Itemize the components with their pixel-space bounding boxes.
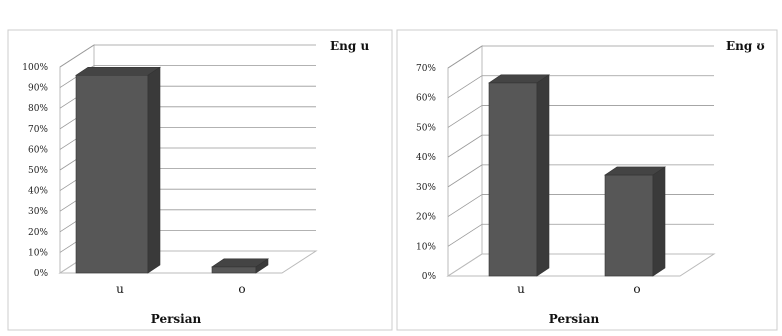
y-tick-label: 70% — [28, 125, 48, 135]
bar-side — [255, 258, 269, 274]
bar-side — [536, 74, 550, 277]
gridline-side — [447, 75, 483, 99]
y-tick-label: 90% — [28, 84, 48, 94]
bar-side — [147, 66, 161, 274]
y-tick-label: 0% — [422, 272, 437, 282]
gridline-side — [447, 134, 483, 158]
bar-front — [604, 174, 654, 277]
chart-1-frame — [7, 29, 393, 331]
x-axis-title: Persian — [151, 312, 202, 326]
y-tick-label: 10% — [28, 248, 48, 258]
x-axis-title: Persian — [549, 312, 600, 326]
bar-side — [652, 166, 666, 277]
side-wall — [447, 45, 483, 277]
legend-label: Eng ʊ — [726, 39, 765, 53]
y-tick-label: 70% — [416, 64, 436, 74]
y-tick-label: 20% — [28, 228, 48, 238]
y-tick-label: 60% — [28, 145, 48, 155]
y-tick-label: 50% — [416, 123, 436, 133]
gridline-side — [447, 45, 483, 69]
x-category-label: o — [238, 282, 245, 296]
y-tick-label: 50% — [28, 166, 48, 176]
y-tick-label: 0% — [34, 269, 49, 279]
floor — [446, 253, 716, 277]
y-tick-label: 20% — [416, 213, 436, 223]
x-category-label: o — [633, 282, 640, 296]
y-tick-label: 60% — [416, 94, 436, 104]
y-tick-label: 40% — [28, 187, 48, 197]
y-tick-label: 40% — [416, 153, 436, 163]
gridline-side — [59, 44, 95, 68]
chart-1: 0% 10% 20% 30% 40% 50% 60% 70% 80% 90% 100% u o Persi… — [22, 39, 369, 326]
bar-front — [75, 74, 149, 274]
x-category-label: u — [517, 282, 525, 296]
y-tick-label: 10% — [416, 242, 436, 252]
y-tick-label: 30% — [28, 207, 48, 217]
chart-2-frame — [396, 29, 778, 331]
x-category-label: u — [116, 282, 124, 296]
gridline-side — [447, 105, 483, 128]
y-tick-label: 100% — [22, 63, 48, 73]
bar-front — [211, 266, 257, 274]
gridline-side — [447, 164, 483, 188]
chart-2: 0% 10% 20% 30% 40% 50% 60% 70% u o Persian Eng ʊ — [416, 39, 765, 326]
bar-front — [488, 82, 538, 277]
gridline-side — [447, 223, 483, 247]
gridline-side — [447, 194, 483, 217]
y-tick-label: 30% — [416, 183, 436, 193]
legend-label: Eng u — [330, 39, 369, 53]
bar-top — [75, 66, 161, 76]
y-tick-label: 80% — [28, 104, 48, 114]
